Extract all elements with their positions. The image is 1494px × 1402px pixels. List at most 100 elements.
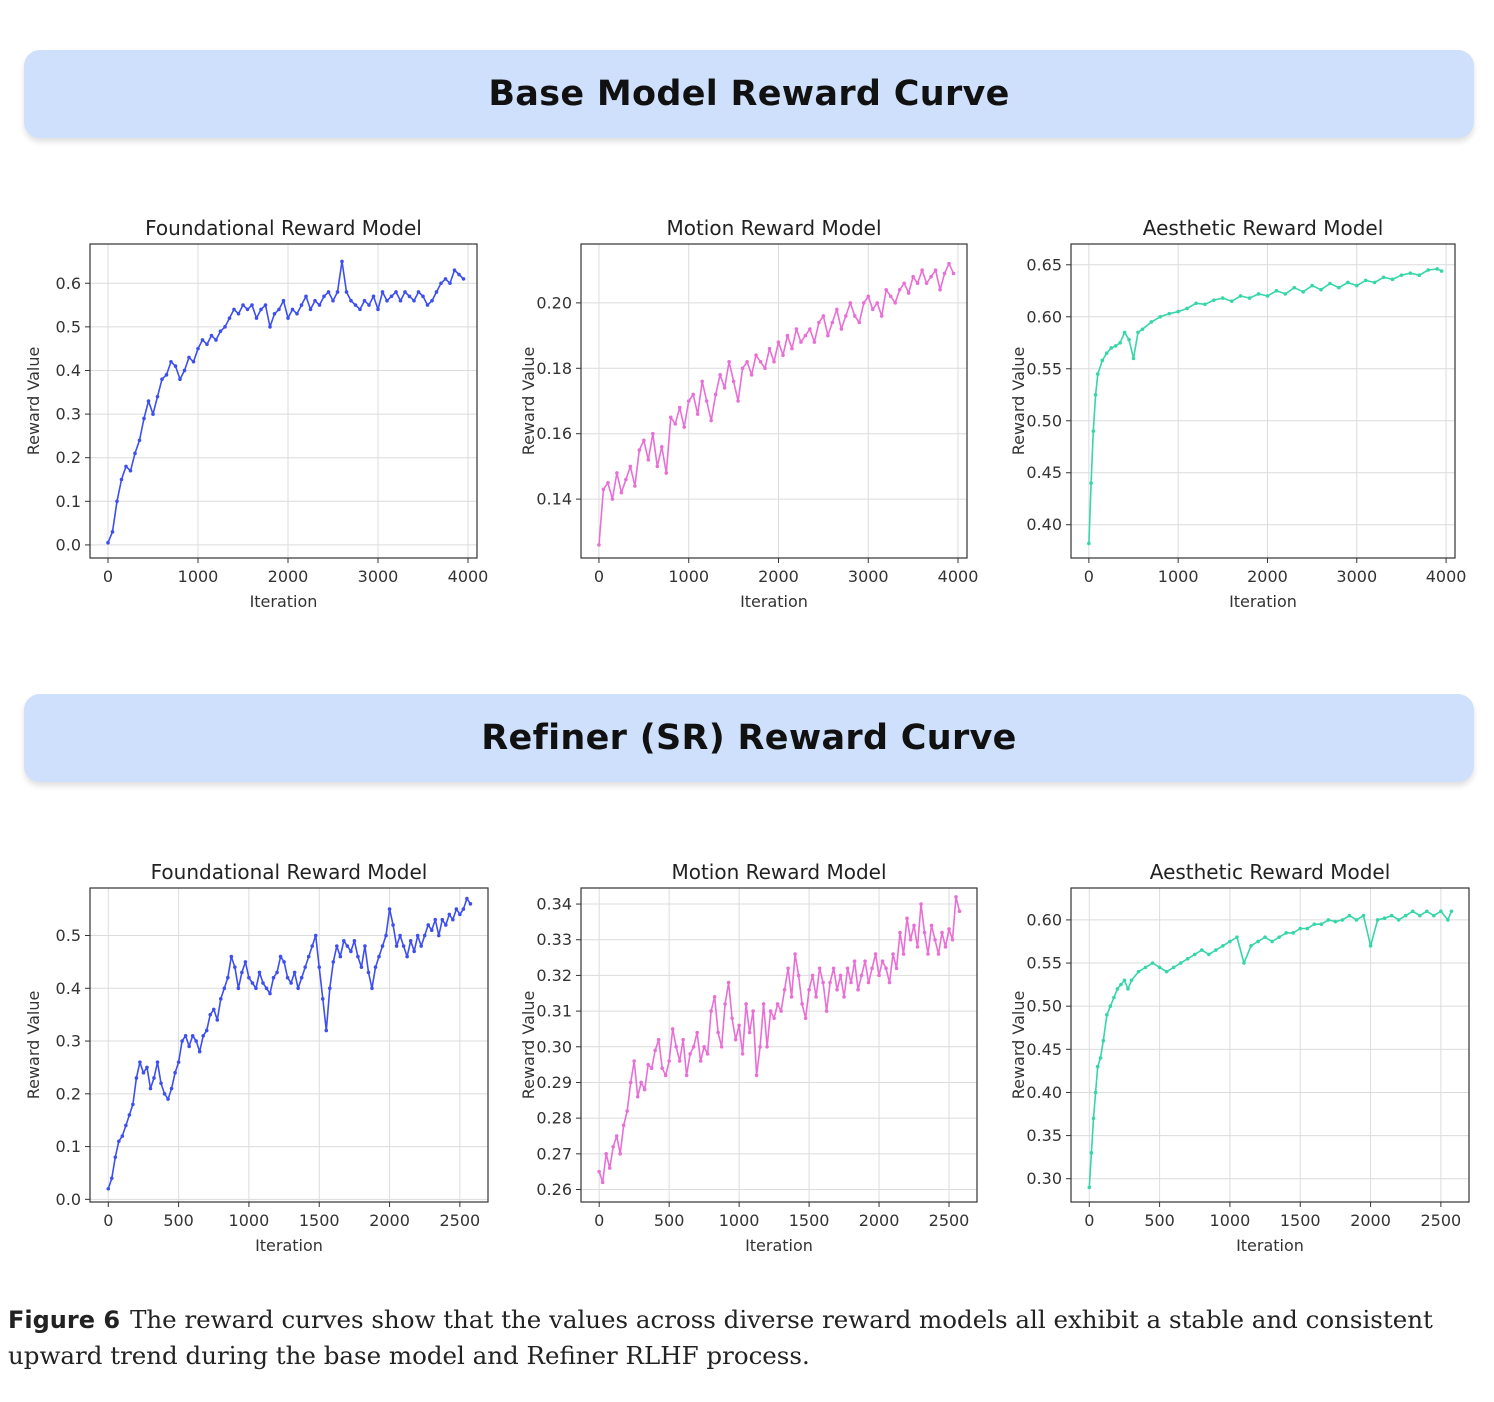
data-point: [794, 327, 799, 331]
data-point: [849, 980, 853, 985]
data-point: [173, 364, 178, 368]
y-tick-label: 0.50: [1026, 411, 1062, 430]
data-point: [426, 923, 431, 927]
data-point: [767, 346, 772, 351]
y-tick-label: 0.20: [536, 293, 572, 312]
data-point: [1270, 939, 1274, 944]
data-point: [740, 1052, 745, 1056]
data-point: [1221, 296, 1225, 300]
data-point: [610, 497, 615, 501]
data-point: [915, 945, 920, 949]
data-point: [233, 965, 237, 969]
chart-title: Foundational Reward Model: [151, 860, 428, 884]
data-point: [146, 399, 151, 403]
data-point: [651, 431, 655, 436]
y-tick-label: 0.0: [56, 1190, 81, 1209]
data-point: [1115, 987, 1120, 991]
data-point: [196, 346, 200, 351]
data-point: [227, 316, 232, 320]
x-tick-label: 0: [1084, 567, 1094, 586]
data-point: [117, 1139, 121, 1144]
x-axis-label: Iteration: [745, 1236, 813, 1255]
data-point: [373, 965, 378, 969]
data-point: [782, 987, 787, 992]
data-point: [1093, 1090, 1098, 1095]
data-point: [1192, 952, 1197, 957]
data-point: [338, 954, 343, 959]
data-point: [597, 1169, 601, 1174]
data-point: [299, 975, 304, 980]
data-point: [285, 975, 290, 980]
data-point: [898, 930, 902, 935]
data-point: [790, 346, 794, 351]
data-point: [200, 338, 205, 342]
data-point: [215, 1018, 220, 1022]
data-point: [800, 1002, 804, 1006]
x-tick-label: 2000: [369, 1211, 410, 1230]
data-point: [712, 995, 717, 999]
data-point: [1292, 285, 1297, 290]
data-point: [733, 1037, 738, 1042]
data-point: [814, 995, 818, 999]
data-point: [637, 448, 642, 452]
data-point: [356, 954, 360, 959]
y-tick-label: 0.4: [56, 979, 81, 998]
y-axis-label: Reward Value: [24, 991, 43, 1100]
data-point: [1361, 913, 1366, 918]
chart-refiner-foundational: 0 500 1000 1500 2000 2500 0.0 0.1 0.2 0.3 0.4 0.5 Fo…: [24, 860, 489, 1255]
data-point: [1112, 995, 1116, 1000]
data-point: [691, 392, 696, 397]
data-point: [183, 1033, 188, 1038]
data-point: [901, 952, 906, 956]
data-point: [730, 1016, 734, 1021]
data-point: [254, 986, 258, 991]
data-point: [141, 1070, 146, 1075]
data-point: [436, 933, 441, 938]
chart-title: Aesthetic Reward Model: [1150, 860, 1391, 884]
data-point: [277, 307, 281, 312]
data-point: [296, 986, 300, 991]
data-point: [166, 1097, 170, 1101]
x-tick-label: 2000: [1350, 1211, 1391, 1230]
data-point: [600, 1180, 605, 1185]
y-axis-label: Reward Value: [24, 347, 43, 456]
data-point: [209, 333, 214, 338]
data-point: [779, 1009, 783, 1013]
series-line: [107, 897, 472, 1190]
data-point: [835, 307, 839, 312]
y-tick-label: 0.2: [56, 448, 81, 467]
data-point: [1249, 943, 1253, 948]
data-point: [178, 377, 182, 381]
data-point: [229, 954, 234, 959]
data-point: [942, 271, 947, 276]
data-point: [761, 1002, 766, 1006]
data-point: [110, 530, 115, 534]
data-point: [772, 1016, 776, 1021]
plot-area: [90, 244, 477, 558]
data-point: [628, 1080, 633, 1085]
data-point: [223, 325, 227, 329]
data-point: [1098, 1056, 1103, 1060]
x-tick-label: 0: [1084, 1211, 1094, 1230]
data-point: [821, 980, 825, 985]
data-point: [115, 499, 119, 504]
data-point: [148, 1086, 153, 1091]
data-point: [317, 303, 322, 307]
y-tick-label: 0.28: [536, 1109, 572, 1128]
data-point: [758, 359, 763, 364]
data-point: [1093, 392, 1098, 397]
data-point: [430, 298, 434, 303]
x-tick-label: 1000: [229, 1211, 270, 1230]
data-point: [1346, 280, 1350, 285]
data-point: [380, 944, 385, 948]
data-point: [879, 314, 884, 318]
data-point: [723, 1002, 727, 1006]
data-point: [405, 954, 409, 959]
data-point: [887, 980, 892, 985]
data-point: [830, 320, 835, 325]
data-point: [1432, 913, 1436, 918]
y-tick-label: 0.55: [1026, 954, 1062, 973]
data-point: [1131, 356, 1136, 361]
data-point: [926, 952, 930, 956]
data-point: [691, 1044, 696, 1049]
